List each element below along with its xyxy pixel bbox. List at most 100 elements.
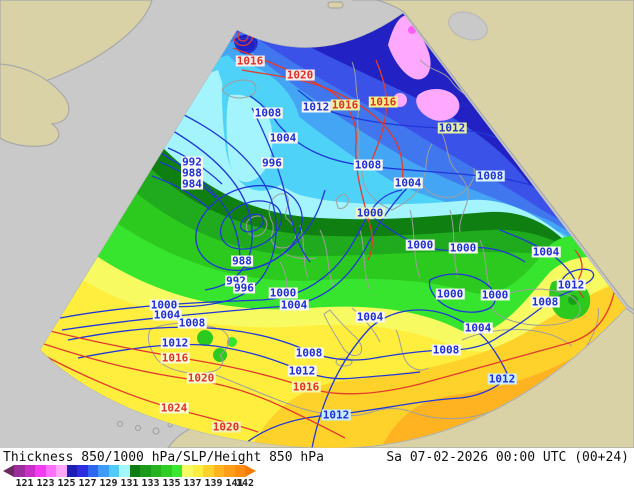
colorbar-tick-121: 121: [15, 478, 34, 489]
colorbar-segment: [150, 465, 161, 477]
contour-label-layer: 1016 1020 1016 1016 1016 1020 1024 1016 1020 1008…: [149, 54, 586, 434]
colorbar-left-arrow: [3, 465, 14, 477]
white-sea: [448, 11, 488, 41]
colorbar-tick-135: 135: [162, 478, 181, 489]
height-label-1012: 1012: [321, 408, 351, 422]
slp-label-1024: 1024: [159, 401, 189, 415]
height-label-984: 984: [181, 177, 203, 191]
coast-italy: [323, 309, 363, 357]
slp-label-1016: 1016: [291, 380, 321, 394]
height-label-1008: 1008: [475, 169, 505, 183]
colorbar-segment: [35, 465, 46, 477]
coast-iceland: [221, 79, 257, 99]
height-label-1000: 1000: [435, 287, 465, 301]
height-label-1012: 1012: [556, 278, 586, 292]
coast-norway: [351, 61, 393, 211]
slp-label-1020: 1020: [211, 420, 241, 434]
colorbar-right-arrow: [245, 465, 256, 477]
land-svalbard: [327, 1, 344, 9]
coast-denmark: [335, 193, 349, 209]
height-label-1008: 1008: [294, 346, 324, 360]
colorbar-segment: [192, 465, 203, 477]
height-label-1012: 1012: [287, 364, 317, 378]
height-label-1004: 1004: [393, 176, 423, 190]
colorbar-tick-142: 142: [235, 478, 255, 489]
height-label-1004: 1004: [152, 308, 182, 322]
land-scandinavia-russia: [352, 0, 634, 311]
height-label-992: 992: [181, 155, 203, 169]
height-label-1012: 1012: [437, 121, 467, 135]
height-label-1008: 1008: [177, 316, 207, 330]
height-label-1000: 1000: [480, 288, 510, 302]
colorbar-segment: [171, 465, 182, 477]
coast-turkey: [461, 329, 573, 347]
slp-label-1016: 1016: [160, 351, 190, 365]
height-label-1004: 1004: [268, 131, 298, 145]
height-label-1008: 1008: [530, 295, 560, 309]
height-label-1000: 1000: [268, 286, 298, 300]
colorbar-segment: [224, 465, 235, 477]
colorbar-tick-141: 141: [225, 478, 244, 489]
slp-label-1016: 1016: [235, 54, 265, 68]
colorbar-tick-137: 137: [183, 478, 202, 489]
height-label-1012: 1012: [487, 372, 517, 386]
height-label-992: 992: [225, 274, 247, 288]
height-label-988: 988: [181, 166, 203, 180]
colorbar-tick-123: 123: [36, 478, 55, 489]
height-label-988: 988: [231, 254, 253, 268]
height-label-1008: 1008: [431, 343, 461, 357]
height-label-1000: 1000: [149, 298, 179, 312]
colorbar-segment: [161, 465, 172, 477]
slp-label-1020: 1020: [186, 371, 216, 385]
height-label-1000: 1000: [448, 241, 478, 255]
height-label-996: 996: [233, 281, 255, 295]
legend-bar: Thickness 850/1000 hPa/SLP/Height 850 hP…: [0, 448, 634, 490]
height-label-1012: 1012: [301, 100, 331, 114]
thickness-colorbar: [14, 465, 245, 477]
colorbar-segment: [66, 465, 77, 477]
colorbar-tick-139: 139: [204, 478, 223, 489]
model-domain-boundary: [39, 12, 627, 448]
slp-label-1016: 1016: [368, 95, 398, 109]
colorbar-segment: [87, 465, 98, 477]
coast-black-sea: [490, 288, 581, 326]
height-label-1000: 1000: [355, 206, 385, 220]
colorbar-segment: [234, 465, 245, 477]
colorbar-tick-127: 127: [78, 478, 97, 489]
colorbar-tick-125: 125: [57, 478, 76, 489]
colorbar-segment: [140, 465, 151, 477]
colorbar-segment: [213, 465, 224, 477]
colorbar-tick-133: 133: [141, 478, 160, 489]
colorbar-segment: [56, 465, 67, 477]
height-label-1004: 1004: [279, 298, 309, 312]
height-label-1004: 1004: [355, 310, 385, 324]
slp-label-1016: 1016: [330, 98, 360, 112]
colorbar-segment: [108, 465, 119, 477]
colorbar-segment: [24, 465, 35, 477]
colorbar-segment: [129, 465, 140, 477]
colorbar-segment: [45, 465, 56, 477]
colorbar-segment: [14, 465, 25, 477]
thickness-pink-area: [388, 15, 431, 80]
map-datetime: Sa 07-02-2026 00:00 UTC (00+24): [386, 450, 629, 465]
height-label-1004: 1004: [463, 321, 493, 335]
map-title: Thickness 850/1000 hPa/SLP/Height 850 hP…: [3, 450, 324, 465]
map-canvas: 1016 1020 1016 1016 1016 1020 1024 1016 1020 1008…: [0, 0, 634, 448]
colorbar-segment: [119, 465, 130, 477]
colorbar-tick-129: 129: [99, 478, 118, 489]
height-label-1004: 1004: [531, 245, 561, 259]
height-label-996: 996: [261, 156, 283, 170]
slp-label-1020: 1020: [285, 68, 315, 82]
height-label-1008: 1008: [353, 158, 383, 172]
colorbar-segment: [182, 465, 193, 477]
colorbar-segment: [77, 465, 88, 477]
height-label-1012: 1012: [160, 336, 190, 350]
height-label-1000: 1000: [405, 238, 435, 252]
land-labrador: [0, 63, 70, 147]
coast-iberia: [147, 322, 229, 374]
colorbar-segment: [203, 465, 214, 477]
height-label-1008: 1008: [253, 106, 283, 120]
colorbar-segment: [98, 465, 109, 477]
colorbar-tick-131: 131: [120, 478, 139, 489]
